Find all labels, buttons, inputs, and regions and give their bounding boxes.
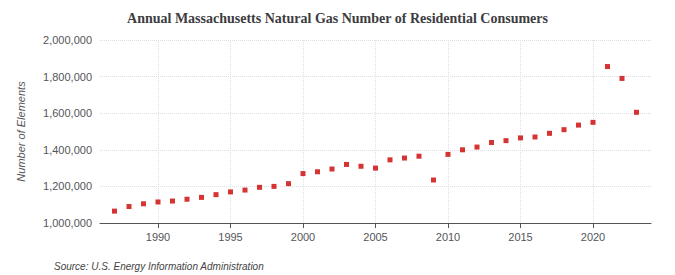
svg-text:1,400,000: 1,400,000: [43, 144, 92, 156]
svg-text:Annual Massachusetts Natural G: Annual Massachusetts Natural Gas Number …: [127, 11, 548, 26]
svg-text:Source: U.S. Energy Informatio: Source: U.S. Energy Information Administ…: [54, 261, 264, 272]
svg-text:1995: 1995: [218, 231, 242, 243]
svg-text:2005: 2005: [363, 231, 387, 243]
svg-text:1,200,000: 1,200,000: [43, 180, 92, 192]
svg-text:2,000,000: 2,000,000: [43, 34, 92, 46]
svg-text:2000: 2000: [291, 231, 315, 243]
svg-text:2020: 2020: [581, 231, 605, 243]
svg-text:2015: 2015: [508, 231, 532, 243]
svg-text:1,600,000: 1,600,000: [43, 107, 92, 119]
svg-text:1990: 1990: [146, 231, 170, 243]
svg-text:1,800,000: 1,800,000: [43, 71, 92, 83]
svg-text:2010: 2010: [436, 231, 460, 243]
svg-text:Number of Elements: Number of Elements: [15, 81, 27, 182]
svg-text:1,000,000: 1,000,000: [43, 217, 92, 229]
